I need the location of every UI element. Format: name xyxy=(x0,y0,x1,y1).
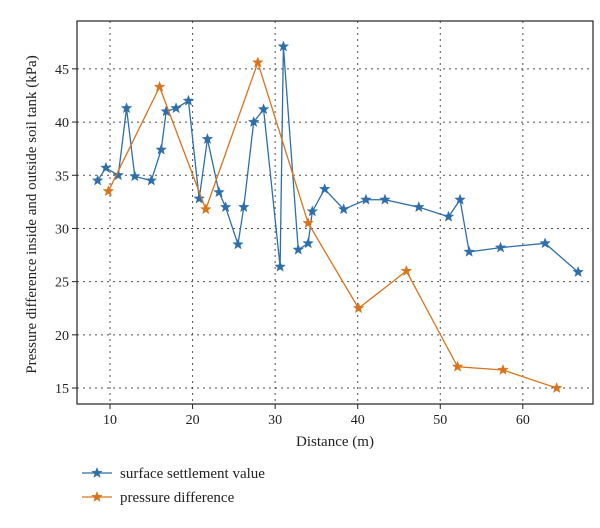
x-tick-label: 40 xyxy=(351,413,365,428)
legend-label: pressure difference xyxy=(120,490,235,506)
y-tick-label: 20 xyxy=(55,329,69,344)
x-tick-label: 30 xyxy=(268,413,282,428)
data-point xyxy=(302,237,314,249)
data-point xyxy=(100,161,112,173)
x-tick-label: 10 xyxy=(103,413,117,428)
data-point xyxy=(454,193,466,205)
x-axis-label: Distance (m) xyxy=(296,434,374,450)
series-group xyxy=(91,40,584,393)
data-point xyxy=(129,170,141,182)
data-point xyxy=(494,241,507,253)
legend-marker xyxy=(91,466,103,478)
y-tick-label: 45 xyxy=(55,63,69,78)
x-tick-label: 60 xyxy=(516,413,530,428)
y-tick-label: 15 xyxy=(55,382,69,397)
legend: surface settlement value pressure differe… xyxy=(82,466,265,506)
plot-frame xyxy=(76,20,594,405)
data-point xyxy=(292,243,305,255)
data-point xyxy=(497,363,509,375)
data-point xyxy=(145,174,158,186)
data-point xyxy=(352,302,365,314)
series-1 xyxy=(102,56,563,393)
data-point xyxy=(120,102,133,114)
y-tick-label: 40 xyxy=(55,116,69,131)
data-point xyxy=(442,210,455,222)
data-point xyxy=(182,94,195,106)
y-tick-label: 35 xyxy=(55,169,69,184)
legend-label: surface settlement value xyxy=(120,466,265,482)
data-point xyxy=(360,193,372,205)
data-point xyxy=(572,266,584,277)
axis-ticks: 10 20 30 40 50 60 15 20 25 30 35 40 45 xyxy=(55,63,530,428)
data-point xyxy=(252,56,264,68)
data-point xyxy=(257,103,270,115)
data-point xyxy=(318,183,331,195)
data-point xyxy=(102,185,115,197)
data-point xyxy=(413,201,425,213)
data-point xyxy=(306,205,319,217)
data-point xyxy=(193,192,205,204)
legend-item: surface settlement value xyxy=(82,466,265,482)
data-point xyxy=(451,360,464,372)
data-point xyxy=(153,80,166,92)
data-point xyxy=(155,143,167,155)
y-tick-label: 25 xyxy=(55,276,69,291)
legend-marker xyxy=(91,490,103,502)
data-point xyxy=(237,201,250,213)
series-0 xyxy=(91,40,584,277)
data-point xyxy=(463,245,475,257)
y-axis-label: Pressure difference inside and outside s… xyxy=(24,55,40,373)
legend-item: pressure difference xyxy=(82,490,235,506)
data-point xyxy=(277,40,290,52)
data-point xyxy=(232,238,244,250)
data-point xyxy=(274,260,286,272)
data-point xyxy=(200,203,212,215)
data-point xyxy=(337,203,350,215)
data-point xyxy=(539,237,551,249)
data-point xyxy=(247,115,260,127)
data-point xyxy=(91,174,104,186)
data-point xyxy=(302,217,314,229)
data-point xyxy=(219,201,232,213)
data-point xyxy=(400,264,413,276)
data-point xyxy=(213,186,225,198)
data-point xyxy=(201,133,214,145)
data-point xyxy=(379,193,391,205)
grid-lines xyxy=(77,21,593,404)
series-line xyxy=(107,60,557,389)
series-line xyxy=(97,46,579,273)
data-point xyxy=(112,169,125,181)
data-point xyxy=(550,381,563,393)
x-tick-label: 20 xyxy=(186,413,200,428)
data-point xyxy=(170,102,182,114)
y-tick-label: 30 xyxy=(55,222,69,237)
x-tick-label: 50 xyxy=(433,413,447,428)
data-point xyxy=(160,105,172,117)
